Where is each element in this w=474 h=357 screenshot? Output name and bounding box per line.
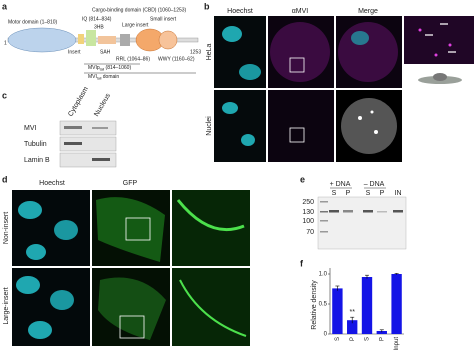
row-label: MVI <box>24 125 37 132</box>
bar <box>391 274 402 334</box>
domain-label: Insert <box>68 49 81 55</box>
panel-letter: e <box>300 174 305 184</box>
domain-label: MVItail domain <box>88 74 119 80</box>
bar <box>376 331 387 334</box>
bar <box>332 288 343 334</box>
panel-letter: f <box>300 258 304 268</box>
column-header: αMVI <box>292 8 309 15</box>
x-tick-label: Input <box>394 337 400 351</box>
lane-label: S <box>366 190 371 197</box>
bar <box>347 320 358 334</box>
lane-label: IN <box>395 190 402 197</box>
gel <box>317 196 407 250</box>
column-header: Merge <box>358 8 378 15</box>
western-blot <box>59 120 117 168</box>
marker-label: 100 <box>302 218 314 225</box>
group-label: + DNA <box>330 181 351 188</box>
domain-label: Large insert <box>122 22 149 28</box>
panel-letter: b <box>204 1 210 11</box>
marker-label: 70 <box>306 229 314 236</box>
y-tick-label: 0 <box>324 332 328 338</box>
residue-label: 1253 <box>190 49 201 55</box>
micrographs <box>12 190 250 346</box>
bar <box>361 277 373 334</box>
lane-label: S <box>332 190 337 197</box>
row-label: Nuclei <box>206 116 213 136</box>
domain-label: SAH <box>100 49 111 55</box>
domain-label: IQ (814–834) <box>82 16 112 22</box>
y-tick-label: 1.0 <box>319 272 328 278</box>
annotation: ** <box>349 309 355 316</box>
domain-diagram: 1 1253 Motor domain (1–810) IQ (814–834)… <box>4 7 201 80</box>
domain-label: Cargo-binding domain (CBD) (1060–1253) <box>92 7 187 13</box>
panel-letter: d <box>2 174 8 184</box>
row-label: Large-insert <box>3 287 10 324</box>
row-label: Non-insert <box>3 212 10 244</box>
panel-letter: c <box>2 90 7 100</box>
column-header: Hoechst <box>39 180 65 187</box>
domain-label: 3HB <box>94 24 104 30</box>
column-header: GFP <box>123 180 138 187</box>
y-tick-label: 0.5 <box>319 302 328 308</box>
micrographs <box>214 16 474 162</box>
x-tick-label: P <box>379 337 385 341</box>
row-label: Tubulin <box>24 141 47 148</box>
row-label: HeLa <box>206 44 213 61</box>
marker-label: 250 <box>302 199 314 206</box>
panel-letter: a <box>2 1 8 11</box>
x-tick-label: P <box>350 337 356 341</box>
x-tick-label: S <box>365 337 371 341</box>
column-header: Hoechst <box>227 8 253 15</box>
lane-label: P <box>380 190 385 197</box>
group-label: – DNA <box>364 181 385 188</box>
domain-label: MVIptail (814–1060) <box>88 65 131 71</box>
domain-label: WWY (1160–62) <box>158 56 195 62</box>
y-axis-label: Relative density <box>311 280 318 330</box>
x-tick-label: S <box>335 337 341 341</box>
domain-label: Small insert <box>150 16 177 22</box>
bar-chart: 0 0.5 1.0 S P S P Input ** <box>319 268 404 350</box>
residue-label: 1 <box>4 40 7 46</box>
column-header: Nucleus <box>93 92 112 118</box>
domain-label: RRL (1064–86) <box>116 56 150 62</box>
row-label: Lamin B <box>24 157 50 164</box>
domain-label: Motor domain (1–810) <box>8 19 58 25</box>
lane-label: P <box>346 190 351 197</box>
column-header: Cytoplasm <box>67 86 90 118</box>
marker-label: 130 <box>302 209 314 216</box>
